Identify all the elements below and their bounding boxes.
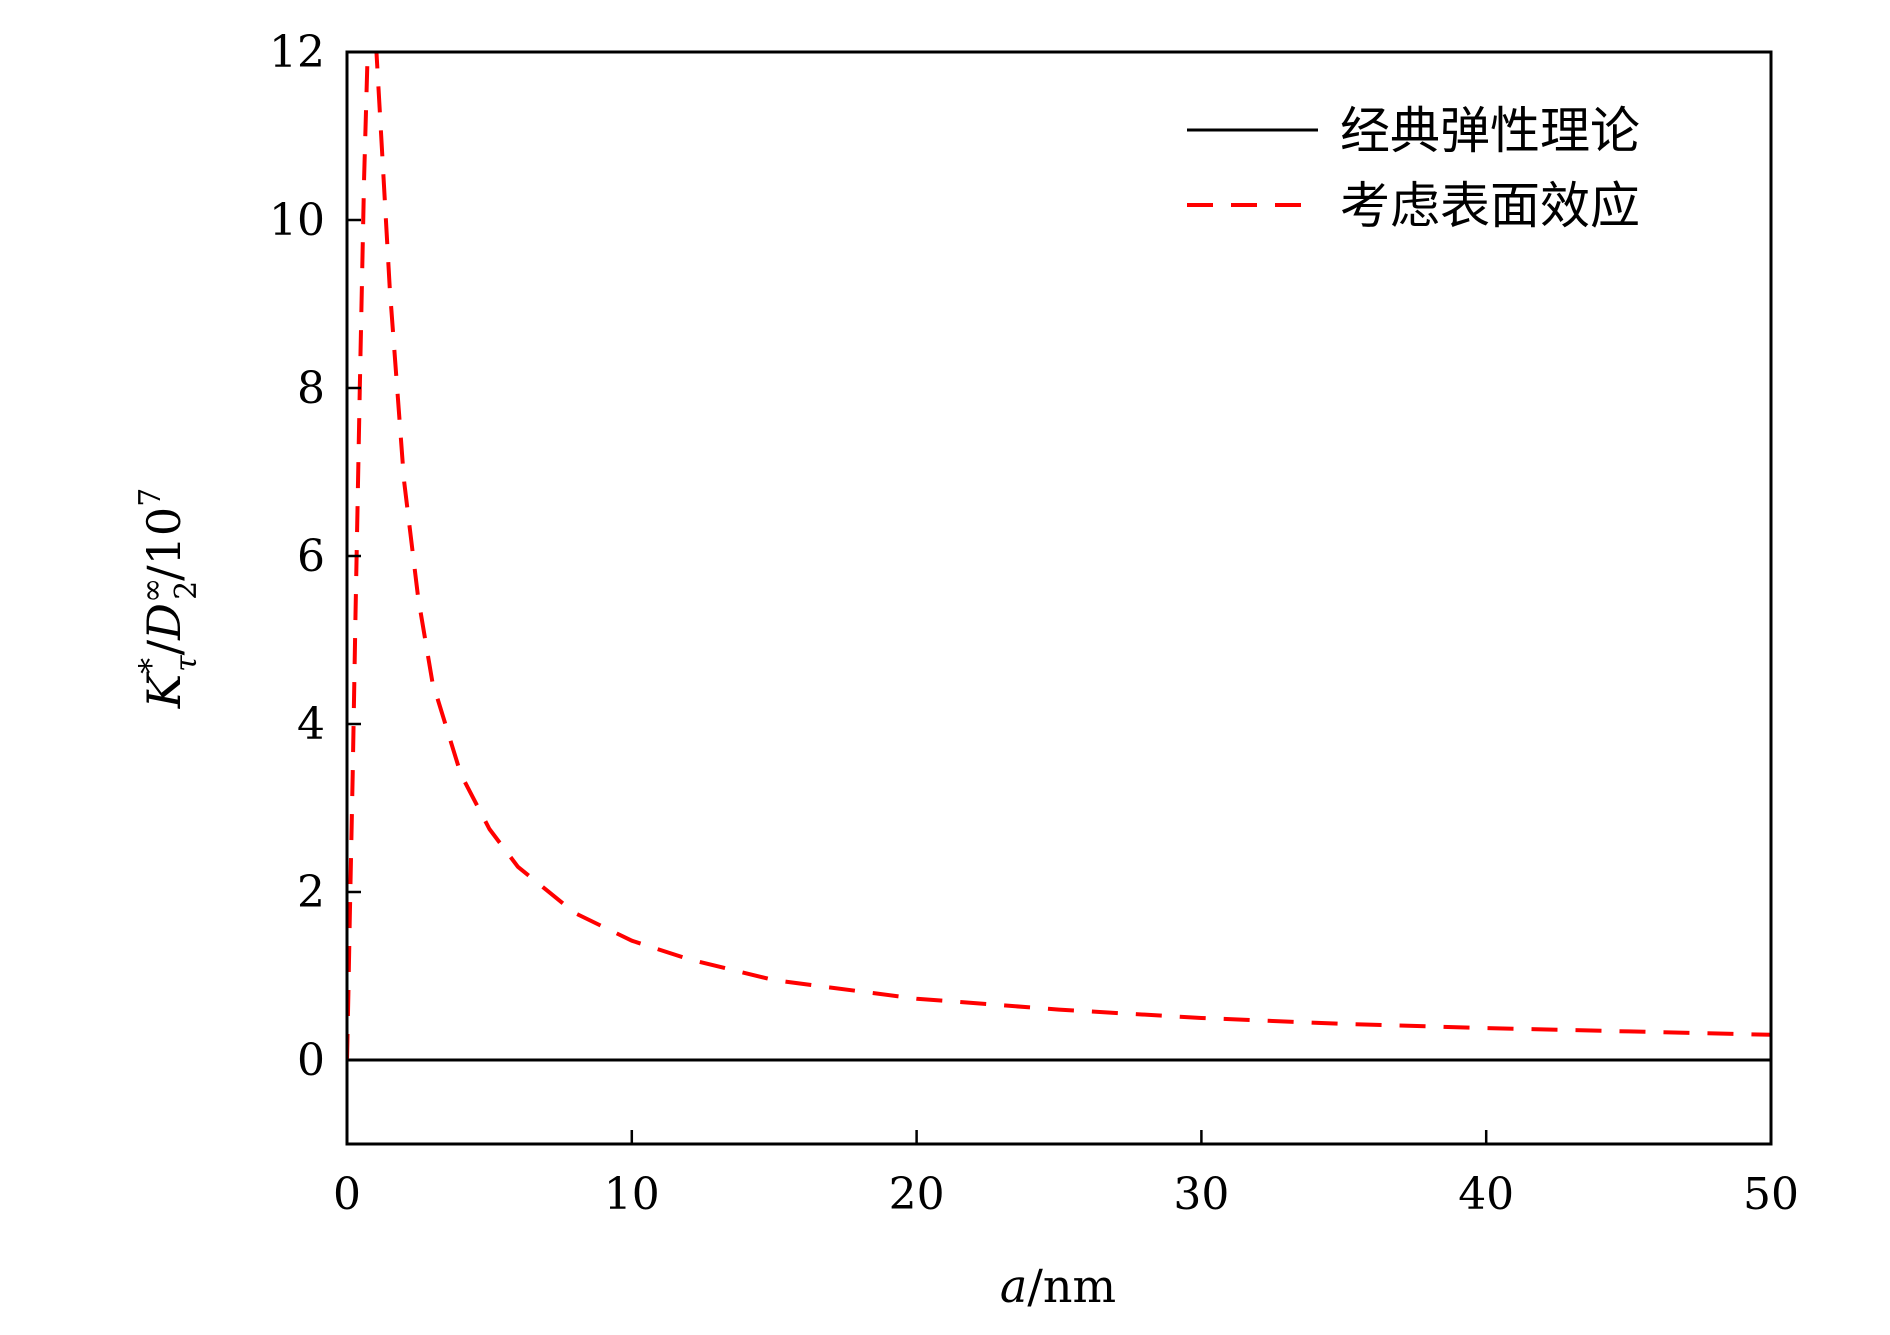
x-tick-label: 10 [604,1169,660,1220]
y-tick-label: 10 [269,195,325,246]
x-axis-ticks: 0 10 20 30 40 50 [333,1130,1799,1220]
series-line-1 [347,52,1771,1061]
y-tick-label: 4 [297,699,325,750]
plot-frame [345,50,1773,1146]
y-axis-ticks: 0 2 4 6 8 10 12 [269,27,361,1086]
x-tick-label: 40 [1458,1169,1514,1220]
legend-label-1: 考虑表面效应 [1340,177,1640,235]
svg-text:a/nm: a/nm [1000,1259,1116,1313]
x-tick-label: 50 [1743,1169,1799,1220]
x-tick-label: 20 [889,1169,945,1220]
x-tick-label: 0 [333,1169,361,1220]
x-tick-label: 30 [1173,1169,1229,1220]
x-axis-title: a/nm [1000,1259,1116,1313]
y-tick-label: 0 [297,1035,325,1086]
y-tick-label: 2 [297,867,325,918]
legend-label-0: 经典弹性理论 [1340,102,1640,160]
y-tick-label: 8 [297,363,325,414]
y-tick-label: 6 [297,531,325,582]
series-layer [347,52,1771,1062]
y-tick-label: 12 [269,27,325,78]
y-axis-title: K*τ/D∞2/107 [132,488,204,710]
svg-text:K*τ/D∞2/107: K*τ/D∞2/107 [132,488,204,710]
